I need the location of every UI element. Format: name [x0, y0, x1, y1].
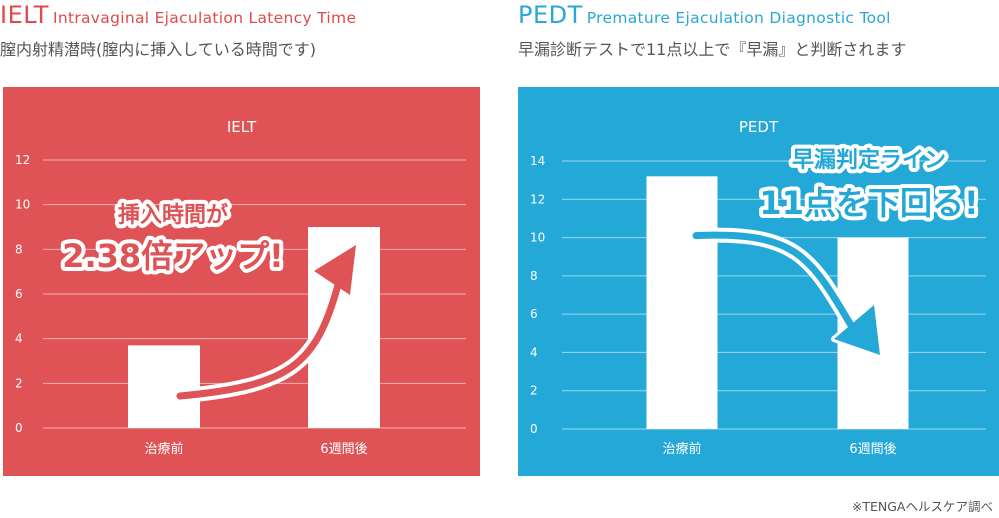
pedt-description: 早漏診断テストで11点以上で『早漏』と判断されます [518, 40, 907, 59]
ielt-annotation-line-1: 挿入時間が [118, 202, 228, 228]
ielt-annotation-line-2: 2.38倍アップ! [62, 237, 284, 275]
pedt-annotation-line-2: 11点を下回る! [759, 184, 978, 222]
pedt-y-tick-label: 10 [530, 231, 545, 245]
pedt-y-tick-label: 14 [530, 154, 545, 168]
pedt-y-tick-label: 2 [530, 384, 538, 398]
ielt-description: 膣内射精潜時(膣内に挿入している時間です) [0, 40, 317, 59]
ielt-arrowhead [314, 245, 356, 295]
pedt-category-label: 6週間後 [849, 442, 896, 457]
ielt-y-tick-label: 6 [15, 287, 23, 301]
ielt-chart-title: IELT [227, 118, 257, 136]
ielt-full-name: Intravaginal Ejaculation Latency Time [52, 9, 357, 27]
ielt-annotation-outline: 2.38倍アップ! [62, 237, 284, 275]
pedt-chart-title: PEDT [739, 118, 779, 136]
ielt-annotation-outline: 挿入時間が [118, 202, 228, 228]
pedt-annotation-outline: 11点を下回る! [759, 184, 978, 222]
ielt-header: IELT Intravaginal Ejaculation Latency Tim… [0, 0, 480, 60]
ielt-bar-1 [128, 345, 200, 428]
pedt-abbreviation: PEDT [518, 1, 583, 29]
pedt-arrow-outline [688, 227, 860, 335]
pedt-annotation-line-1: 早漏判定ライン [792, 147, 946, 173]
pedt-y-tick-label: 6 [530, 307, 538, 321]
ielt-chart-panel: IELT 0 2 4 6 8 10 12 治療前 6週間後 挿入時間が 挿入時間が 2.38倍アップ! 2… [3, 87, 480, 476]
pedt-full-name: Premature Ejaculation Diagnostic Tool [586, 9, 891, 27]
pedt-y-tick-label: 8 [530, 269, 538, 283]
pedt-header: PEDT Premature Ejaculation Diagnostic Too… [518, 0, 999, 60]
pedt-y-tick-label: 0 [530, 422, 538, 436]
ielt-y-tick-label: 4 [15, 332, 23, 346]
pedt-arrowhead [834, 305, 880, 355]
source-note: ※TENGAヘルスケア調べ [851, 499, 993, 514]
ielt-heading: IELT Intravaginal Ejaculation Latency Tim… [0, 0, 480, 30]
ielt-y-tick-label: 0 [15, 421, 23, 435]
pedt-chart-panel: PEDT 0 2 4 6 8 10 12 14 治療前 6週間後 早漏判定ライン 早漏判定ライン 11点を… [518, 87, 999, 476]
pedt-y-tick-label: 4 [530, 345, 538, 359]
ielt-category-label: 6週間後 [320, 442, 367, 457]
ielt-y-tick-label: 10 [15, 198, 30, 212]
pedt-y-tick-label: 12 [530, 192, 545, 206]
pedt-category-label: 治療前 [662, 441, 701, 457]
ielt-arrow [176, 281, 342, 400]
ielt-y-tick-label: 2 [15, 376, 23, 390]
ielt-y-tick-label: 12 [15, 153, 30, 167]
pedt-bar-1 [646, 176, 718, 429]
ielt-y-tick-label: 8 [15, 242, 23, 256]
ielt-abbreviation: IELT [0, 1, 49, 29]
ielt-category-label: 治療前 [144, 441, 183, 457]
pedt-annotation-outline: 早漏判定ライン [792, 147, 946, 173]
pedt-arrow [692, 231, 856, 331]
pedt-heading: PEDT Premature Ejaculation Diagnostic Too… [518, 0, 999, 30]
